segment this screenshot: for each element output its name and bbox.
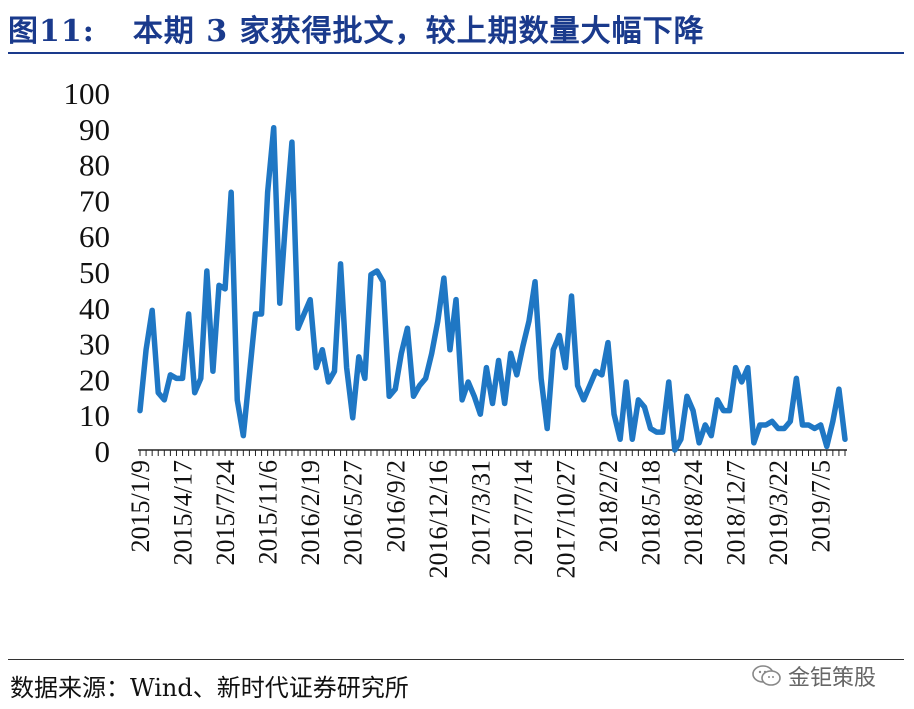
y-tick-label: 90: [79, 112, 110, 147]
y-tick-label: 0: [95, 434, 111, 469]
x-tick-label: 2016/2/19: [296, 460, 325, 565]
y-tick-label: 60: [79, 219, 110, 254]
x-tick-label: 2017/10/27: [551, 460, 580, 578]
figure-title: 本期 3 家获得批文，较上期数量大幅下降: [132, 14, 705, 49]
wechat-icon: [752, 664, 782, 688]
x-tick-label: 2017/3/31: [466, 460, 495, 565]
y-tick-label: 100: [64, 76, 111, 111]
source-note: 数据来源：Wind、新时代证券研究所: [10, 674, 409, 702]
x-tick-label: 2019/3/22: [764, 460, 793, 565]
y-tick-label: 50: [79, 255, 110, 290]
x-tick-label: 2018/8/24: [679, 460, 708, 565]
y-tick-label: 30: [79, 327, 110, 362]
title-divider: [8, 52, 904, 54]
series-line: [137, 125, 848, 453]
y-tick-label: 80: [79, 148, 110, 183]
chart-title: 图11: 本期 3 家获得批文，较上期数量大幅下降: [8, 6, 705, 50]
x-tick-label: 2015/11/6: [254, 460, 283, 564]
y-tick-label: 20: [79, 362, 110, 397]
series-layer: [137, 125, 848, 453]
x-tick-label: 2016/9/2: [381, 460, 410, 552]
figure-number: 图11:: [8, 14, 95, 49]
x-tick-label: 2018/2/2: [594, 460, 623, 552]
watermark: 金钜策股: [752, 660, 876, 692]
x-tick-label: 2016/5/27: [339, 460, 368, 565]
x-tick-label: 2016/12/16: [424, 460, 453, 578]
x-tick-label: 2018/5/18: [637, 460, 666, 565]
x-tick-label: 2017/7/14: [509, 460, 538, 565]
x-tick-label: 2015/1/9: [126, 460, 155, 552]
watermark-text: 金钜策股: [788, 666, 877, 691]
y-tick-label: 70: [79, 183, 110, 218]
x-tick-label: 2015/7/24: [211, 460, 240, 565]
x-tick-label: 2019/7/5: [807, 460, 836, 552]
y-tick-label: 10: [79, 398, 110, 433]
x-tick-label: 2015/4/17: [169, 460, 198, 565]
x-tick-label: 2018/12/7: [722, 460, 751, 565]
y-tick-label: 40: [79, 291, 110, 326]
source-divider: [8, 659, 904, 660]
x-axis: 2015/1/9 2015/4/17 2015/7/24 2015/11/6 2016/…: [126, 449, 847, 578]
